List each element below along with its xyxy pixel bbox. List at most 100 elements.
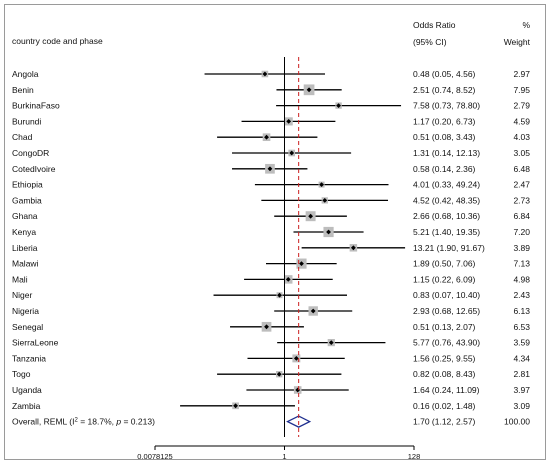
or-ci-value: 0.82 (0.08, 8.43): [413, 369, 476, 379]
weight-value: 3.97: [513, 385, 530, 395]
study-name: CongoDR: [12, 148, 49, 158]
point-estimate: [319, 182, 324, 187]
x-tick-label: 1: [282, 452, 286, 461]
study-name: Kenya: [12, 227, 36, 237]
study-name: Uganda: [12, 385, 42, 395]
study-name: Chad: [12, 132, 33, 142]
header-weight-pct: %: [522, 20, 530, 30]
weight-value: 6.13: [513, 306, 530, 316]
study-name: Ethiopia: [12, 180, 43, 190]
point-estimate: [328, 340, 334, 345]
or-ci-value: 0.58 (0.14, 2.36): [413, 164, 476, 174]
study-row: Ethiopia 4.01 (0.33, 49.24) 2.47: [12, 180, 530, 190]
or-ci-value: 1.15 (0.22, 6.09): [413, 274, 476, 284]
study-name: Burundi: [12, 116, 41, 126]
weight-value: 3.09: [513, 401, 530, 411]
point-estimate: [295, 387, 301, 393]
weight-value: 2.73: [513, 195, 530, 205]
study-row: Kenya 5.21 (1.40, 19.35) 7.20: [12, 226, 530, 238]
overall-weight-value: 100.00: [504, 417, 530, 427]
point-estimate: [262, 71, 268, 77]
study-name: Benin: [12, 85, 34, 95]
or-ci-value: 1.17 (0.20, 6.73): [413, 116, 476, 126]
point-estimate: [308, 213, 314, 219]
study-name: Malawi: [12, 259, 39, 269]
overall-row: Overall, REML (I2 = 18.7%, p = 0.213) 1.7…: [12, 415, 530, 428]
point-estimate: [306, 87, 312, 93]
point-estimate: [289, 150, 295, 156]
x-tick-label: 0.0078125: [137, 452, 172, 461]
overall-or-ci-value: 1.70 (1.12, 2.57): [413, 417, 476, 427]
study-row: Uganda 1.64 (0.24, 11.09) 3.97: [12, 385, 530, 395]
study-name: BurkinaFaso: [12, 101, 60, 111]
weight-value: 6.48: [513, 164, 530, 174]
study-row: Malawi 1.89 (0.50, 7.06) 7.13: [12, 258, 530, 269]
point-estimate: [276, 371, 282, 377]
study-name: CotedIvoire: [12, 164, 56, 174]
weight-value: 4.59: [513, 116, 530, 126]
point-estimate: [264, 324, 269, 330]
or-ci-value: 4.01 (0.33, 49.24): [413, 180, 480, 190]
weight-value: 2.47: [513, 180, 530, 190]
weight-value: 7.13: [513, 259, 530, 269]
point-estimate: [285, 277, 291, 282]
study-name: Nigeria: [12, 306, 39, 316]
header-ci-label: (95% CI): [413, 37, 447, 47]
study-row: Liberia 13.21 (1.90, 91.67) 3.89: [12, 243, 530, 253]
study-name: Tanzania: [12, 353, 46, 363]
point-estimate: [293, 356, 299, 361]
point-estimate: [326, 229, 331, 235]
point-estimate: [267, 166, 273, 172]
study-row: Burundi 1.17 (0.20, 6.73) 4.59: [12, 116, 530, 126]
or-ci-value: 7.58 (0.73, 78.80): [413, 101, 480, 111]
study-name: SierraLeone: [12, 338, 59, 348]
or-ci-value: 0.51 (0.08, 3.43): [413, 132, 476, 142]
weight-value: 7.95: [513, 85, 530, 95]
study-row: Gambia 4.52 (0.42, 48.35) 2.73: [12, 195, 530, 205]
x-tick-label: 128: [408, 452, 421, 461]
point-estimate: [322, 198, 328, 203]
weight-value: 4.98: [513, 274, 530, 284]
study-name: Angola: [12, 69, 39, 79]
study-name: Ghana: [12, 211, 38, 221]
study-row: SierraLeone 5.77 (0.76, 43.90) 3.59: [12, 338, 530, 348]
study-row: Angola 0.48 (0.05, 4.56) 2.97: [12, 69, 530, 79]
point-estimate: [350, 245, 356, 251]
point-estimate: [310, 308, 316, 314]
weight-value: 7.20: [513, 227, 530, 237]
study-name: Gambia: [12, 195, 42, 205]
or-ci-value: 2.51 (0.74, 8.52): [413, 85, 476, 95]
weight-value: 3.89: [513, 243, 530, 253]
study-row: Zambia 0.16 (0.02, 1.48) 3.09: [12, 401, 530, 411]
study-row: Nigeria 2.93 (0.68, 12.65) 6.13: [12, 306, 530, 316]
header-weight-label: Weight: [504, 37, 531, 47]
weight-value: 2.81: [513, 369, 530, 379]
study-name: Mali: [12, 274, 28, 284]
point-estimate: [233, 403, 238, 409]
or-ci-value: 5.77 (0.76, 43.90): [413, 338, 480, 348]
study-row: Tanzania 1.56 (0.25, 9.55) 4.34: [12, 353, 530, 363]
study-row: Ghana 2.66 (0.68, 10.36) 6.84: [12, 211, 530, 221]
weight-value: 2.43: [513, 290, 530, 300]
or-ci-value: 0.16 (0.02, 1.48): [413, 401, 476, 411]
study-row: Niger 0.83 (0.07, 10.40) 2.43: [12, 290, 530, 300]
point-estimate: [286, 119, 292, 124]
point-estimate: [277, 292, 282, 298]
weight-value: 3.05: [513, 148, 530, 158]
point-estimate: [264, 134, 269, 140]
weight-value: 2.79: [513, 101, 530, 111]
weight-value: 2.97: [513, 69, 530, 79]
study-row: Mali 1.15 (0.22, 6.09) 4.98: [12, 274, 530, 284]
or-ci-value: 2.66 (0.68, 10.36): [413, 211, 480, 221]
or-ci-value: 1.64 (0.24, 11.09): [413, 385, 480, 395]
weight-value: 6.53: [513, 322, 530, 332]
header-study-label: country code and phase: [12, 36, 103, 46]
study-row: CotedIvoire 0.58 (0.14, 2.36) 6.48: [12, 164, 530, 174]
or-ci-value: 1.89 (0.50, 7.06): [413, 259, 476, 269]
point-estimate: [299, 261, 304, 266]
study-row: Benin 2.51 (0.74, 8.52) 7.95: [12, 84, 530, 96]
weight-value: 6.84: [513, 211, 530, 221]
or-ci-value: 1.56 (0.25, 9.55): [413, 353, 476, 363]
overall-label: Overall, REML (I2 = 18.7%, p = 0.213): [12, 417, 155, 427]
